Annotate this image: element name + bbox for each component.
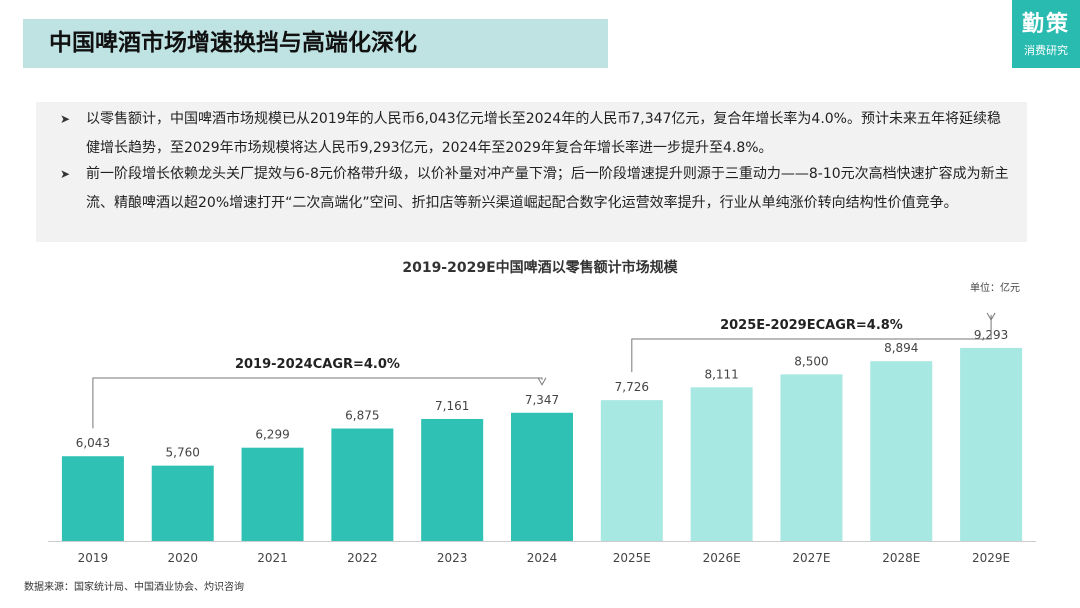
- cagr-bracket: [92, 377, 543, 429]
- bar: [151, 465, 214, 541]
- source-note: 数据来源：国家统计局、中国酒业协会、灼识咨询: [24, 582, 244, 593]
- data-label: 7,726: [615, 380, 649, 394]
- page-title: 中国啤酒市场增速换挡与高端化深化: [49, 30, 417, 56]
- bar: [780, 374, 843, 541]
- x-tick-label: 2020: [167, 551, 198, 565]
- brand-logo: 勤策 消费研究: [1012, 0, 1080, 68]
- unit-label: 单位：亿元: [970, 283, 1020, 294]
- data-label: 7,347: [525, 393, 559, 407]
- logo-main-text: 勤策: [1021, 12, 1070, 37]
- bar: [61, 456, 124, 541]
- bar: [421, 418, 484, 541]
- data-label: 6,299: [255, 428, 289, 442]
- bar: [690, 387, 753, 541]
- arrow-bullet-icon: ➤: [60, 112, 71, 126]
- x-tick-label: 2028E: [882, 551, 920, 565]
- data-label: 5,760: [166, 446, 200, 460]
- cagr-label: 2025E-2029ECAGR=4.8%: [720, 318, 903, 333]
- bar: [600, 400, 663, 541]
- data-label: 6,043: [76, 436, 110, 450]
- bar: [241, 447, 304, 541]
- title-banner: 中国啤酒市场增速换挡与高端化深化: [23, 19, 608, 68]
- data-label: 7,161: [435, 399, 469, 413]
- data-label: 6,875: [345, 409, 379, 423]
- cagr-bracket: [631, 314, 992, 373]
- arrow-bullet-icon: ➤: [60, 167, 71, 181]
- x-tick-label: 2025E: [613, 551, 651, 565]
- summary-bullet-text: 前一阶段增长依赖龙头关厂提效与6-8元价格带升级，以价补量对冲产量下滑；后一阶段…: [86, 166, 1009, 211]
- x-tick-label: 2021: [257, 551, 288, 565]
- cagr-arrow-icon: [986, 312, 996, 321]
- data-label: 8,111: [704, 367, 738, 381]
- chart-title: 2019-2029E中国啤酒以零售额计市场规模: [402, 260, 678, 276]
- summary-bullet-text: 以零售额计，中国啤酒市场规模已从2019年的人民币6,043亿元增长至2024年…: [86, 111, 1001, 156]
- bar: [511, 412, 573, 541]
- x-tick-label: 2024: [527, 551, 558, 565]
- summary-box: ➤ 以零售额计，中国啤酒市场规模已从2019年的人民币6,043亿元增长至202…: [36, 102, 1027, 242]
- x-tick-label: 2022: [347, 551, 378, 565]
- bar: [870, 361, 933, 541]
- bar: [960, 347, 1023, 541]
- cagr-label: 2019-2024CAGR=4.0%: [235, 357, 400, 372]
- cagr-arrow-icon: [537, 377, 547, 386]
- data-label: 8,500: [794, 354, 828, 368]
- x-tick-label: 2026E: [703, 551, 741, 565]
- logo-sub-text: 消费研究: [1024, 44, 1068, 57]
- x-tick-label: 2027E: [792, 551, 830, 565]
- data-label: 8,894: [884, 341, 918, 355]
- bar: [331, 428, 394, 541]
- x-tick-label: 2029E: [972, 551, 1010, 565]
- x-tick-label: 2023: [437, 551, 468, 565]
- x-tick-label: 2019: [78, 551, 109, 565]
